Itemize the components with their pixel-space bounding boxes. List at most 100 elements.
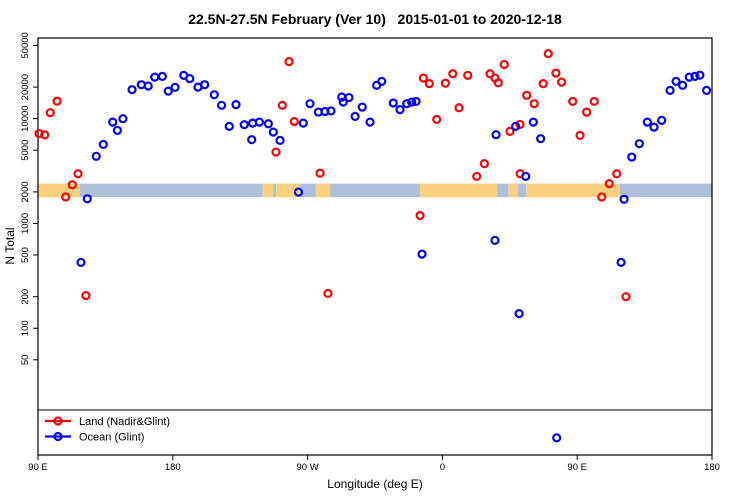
data-point-land <box>67 180 77 190</box>
data-point-land <box>505 126 515 136</box>
data-point-ocean <box>338 97 348 107</box>
data-point-land <box>515 119 525 130</box>
data-point-ocean <box>490 235 500 245</box>
data-point-ocean <box>690 71 700 82</box>
data-point-ocean <box>82 194 92 204</box>
data-point-land <box>418 73 428 83</box>
data-point-ocean <box>150 72 160 82</box>
data-point-ocean <box>536 134 546 144</box>
data-point-land <box>575 130 585 141</box>
data-point-land <box>589 96 599 107</box>
y-tick-label: 500 <box>20 247 31 263</box>
data-point-land <box>568 96 578 107</box>
data-point-ocean <box>491 130 501 140</box>
data-point-ocean <box>511 121 521 131</box>
data-point-ocean <box>112 125 122 135</box>
data-point-land <box>612 169 622 179</box>
data-point-ocean <box>217 100 227 110</box>
data-point-ocean <box>395 105 405 115</box>
data-point-ocean <box>417 249 427 259</box>
data-point-land <box>277 100 287 110</box>
data-point-ocean <box>377 76 387 86</box>
data-point-ocean <box>268 127 278 137</box>
data-point-ocean <box>263 119 273 129</box>
data-point-land <box>61 192 71 202</box>
data-point-ocean <box>365 117 375 127</box>
data-point-ocean <box>118 114 128 124</box>
data-point-ocean <box>684 72 694 82</box>
data-point-ocean <box>108 117 118 127</box>
data-point-land <box>522 90 532 100</box>
data-point-land <box>415 210 425 221</box>
data-point-land <box>543 49 553 59</box>
plot-frame <box>37 37 713 456</box>
data-point-ocean <box>514 308 524 319</box>
data-point-ocean <box>528 117 538 127</box>
data-point-ocean <box>209 90 219 100</box>
data-point-ocean <box>239 120 249 130</box>
surface-band-segment-ocean <box>619 183 712 198</box>
data-point-ocean <box>388 98 398 108</box>
data-point-ocean <box>98 139 108 149</box>
x-tick-label: 0 <box>440 462 445 473</box>
legend-label-1: Ocean (Glint) <box>79 432 144 444</box>
data-point-ocean <box>231 100 241 110</box>
data-point-ocean <box>275 135 285 146</box>
data-point-land <box>73 169 83 179</box>
data-point-land <box>52 96 62 106</box>
data-point-land <box>479 159 489 169</box>
data-point-ocean <box>247 135 257 145</box>
data-point-ocean <box>552 433 562 443</box>
x-tick-label: 180 <box>704 462 720 473</box>
data-point-land <box>289 116 299 127</box>
x-tick-label: 90 W <box>297 462 319 473</box>
data-point-land <box>557 77 567 87</box>
data-point-ocean <box>298 118 308 128</box>
data-point-land <box>440 78 450 88</box>
data-point-ocean <box>634 139 644 149</box>
data-point-land <box>81 290 91 301</box>
legend-label-0: Land (Nadir&Glint) <box>79 416 170 428</box>
data-point-land <box>529 99 539 109</box>
data-point-ocean <box>185 74 195 84</box>
data-point-land <box>45 108 55 118</box>
data-point-land <box>597 192 607 202</box>
data-point-land <box>432 114 442 124</box>
data-point-ocean <box>350 111 360 122</box>
data-point-land <box>284 57 294 67</box>
y-tick-label: 200 <box>20 289 31 305</box>
data-point-ocean <box>157 71 167 82</box>
data-point-ocean <box>627 152 637 162</box>
surface-band-segment-land <box>419 183 498 198</box>
data-point-ocean <box>619 194 629 204</box>
data-point-ocean <box>665 85 675 96</box>
surface-band-segment-land <box>262 183 274 198</box>
y-tick-label: 50 <box>20 355 31 366</box>
data-point-land <box>315 168 325 178</box>
surface-band-segment-ocean <box>79 183 263 198</box>
data-point-ocean <box>224 121 234 131</box>
y-tick-label: 10000 <box>20 105 31 131</box>
data-point-ocean <box>695 70 705 80</box>
surface-band-segment-land <box>526 183 620 198</box>
data-point-ocean <box>143 81 153 91</box>
legend-marker-0 <box>53 416 63 426</box>
surface-band-segment-land <box>508 183 519 198</box>
data-point-ocean <box>407 97 417 107</box>
data-point-land <box>271 147 281 157</box>
y-axis-label: N Total <box>3 227 17 265</box>
data-point-land <box>424 79 434 89</box>
data-point-ocean <box>127 85 137 95</box>
data-point-ocean <box>305 99 315 109</box>
data-point-ocean <box>702 85 712 96</box>
surface-band-segment-land <box>315 183 331 198</box>
data-point-ocean <box>616 257 626 267</box>
data-point-ocean <box>326 106 336 116</box>
data-point-land <box>621 292 631 302</box>
data-point-ocean <box>402 99 412 109</box>
data-point-ocean <box>76 257 86 267</box>
data-point-ocean <box>357 102 367 112</box>
surface-band-segment-land <box>38 183 80 198</box>
